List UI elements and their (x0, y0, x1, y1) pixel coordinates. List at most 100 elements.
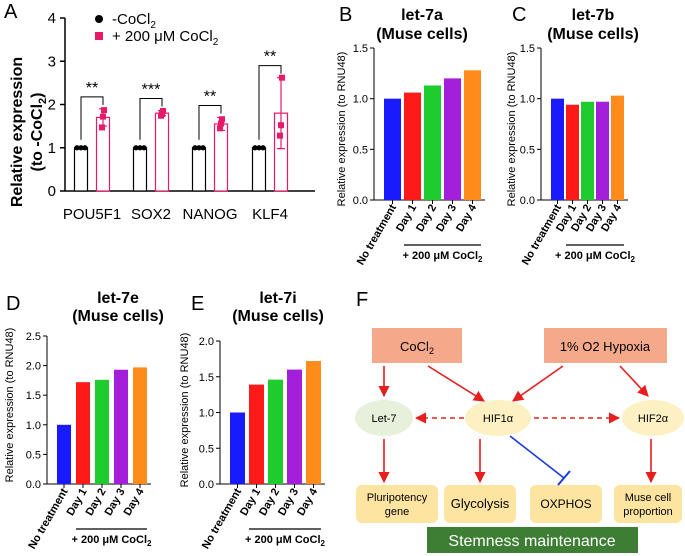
panel-b-title-line2: (Muse cells) (376, 26, 468, 43)
panel-a-point-cocl2 (217, 125, 223, 132)
panel-b-label: B (339, 4, 352, 26)
panel-a-point-cocl2 (279, 74, 285, 81)
panel-b-bracket-label: + 200 μM CoCl2 (403, 250, 484, 264)
panel-e-bar (249, 384, 264, 484)
panel-a-point-cocl2 (158, 112, 164, 119)
legend-marker-cocl2 (95, 32, 103, 40)
panel-c-title-line2: (Muse cells) (547, 26, 639, 43)
panel-e-category-label: Day 4 (295, 486, 321, 518)
cocl2-label: CoCl2 (400, 339, 434, 356)
panel-a-category-label: NANOG (182, 206, 237, 223)
panel-c-bar (581, 101, 594, 200)
panel-a-point-control (78, 145, 84, 151)
legend-label-control: -CoCl2 (112, 11, 156, 31)
hypoxia-label: 1% O2 Hypoxia (560, 339, 651, 354)
panel-b-category-label: Day 4 (454, 202, 480, 234)
panel-a-significance-bracket (258, 65, 282, 140)
panel-e-bar (306, 361, 321, 484)
panel-a-point-control (141, 145, 147, 151)
muse-label-line2: proportion (623, 506, 673, 518)
panel-a-point-cocl2 (278, 122, 284, 129)
panel-e-bracket-label: + 200 μM CoCl2 (245, 534, 326, 548)
panel-b-ytick-label: 1.5 (353, 43, 368, 55)
panel-d-title-line2: (Muse cells) (72, 308, 164, 325)
panel-e-ytick-label: 2.0 (199, 336, 214, 348)
panel-a-point-control (252, 145, 258, 151)
panel-d-ytick-label: 2.0 (26, 361, 41, 373)
hypoxia-box (544, 328, 667, 363)
panel-d-ytick-label: 0.0 (26, 479, 41, 491)
panel-a-ytick-label: 3 (48, 53, 56, 70)
cocl2-box (372, 328, 462, 363)
panel-c-bar (611, 95, 624, 200)
panel-c-ylabel: Relative expression (to RNU48) (506, 52, 518, 207)
panel-e-bar (230, 412, 245, 484)
let7-label: Let-7 (371, 413, 396, 425)
panel-d-ylabel: Relative expression (to RNU48) (4, 328, 16, 483)
panel-a-point-control (82, 145, 88, 151)
panel-a-category-label: KLF4 (252, 206, 288, 223)
panel-c-ytick-label: 1.0 (520, 94, 535, 106)
panel-d-bar (57, 424, 71, 484)
pluripotency-label-line2: gene (385, 506, 409, 518)
pluripotency-box (356, 485, 438, 523)
panel-e-label: E (191, 293, 204, 315)
pluripotency-label-line1: Pluripotency (367, 492, 428, 504)
legend-label-cocl2: + 200 μM CoCl2 (112, 28, 219, 48)
hif2a-oval (622, 400, 684, 436)
panel-a-point-control (256, 145, 262, 151)
panel-a-ylabel-line1: Relative expression (9, 57, 26, 207)
panel-a-point-cocl2 (219, 116, 225, 123)
panel-a-point-cocl2 (218, 120, 224, 127)
panel-a-legend: -CoCl2 + 200 μM CoCl2 (95, 11, 219, 48)
glycolysis-label: Glycolysis (451, 496, 510, 511)
panel-e-bar (287, 369, 302, 484)
panel-c-ytick-label: 0.0 (520, 195, 535, 207)
panel-b-bar (404, 92, 421, 200)
panel-a-significance-label: ** (204, 88, 216, 105)
panel-b-bar (424, 85, 441, 200)
let7-oval (355, 400, 413, 436)
panel-a-point-control (133, 145, 139, 151)
panel-a-ytick-label: 0 (48, 183, 56, 200)
panel-b-bar (384, 98, 401, 200)
panel-a-point-control (137, 145, 143, 151)
panel-d-category-label: Day 4 (122, 486, 148, 518)
panel-d-ytick-label: 1.5 (26, 390, 41, 402)
panel-a-point-control (260, 145, 266, 151)
panel-a-significance-bracket (198, 104, 222, 140)
panel-e-ytick-label: 1.5 (199, 372, 214, 384)
panel-d-ytick-label: 1.0 (26, 420, 41, 432)
panel-a-significance-bracket (80, 96, 104, 140)
legend-marker-control (95, 15, 103, 23)
panel-d-title-line1: let-7e (97, 290, 139, 307)
panel-f-diagram: F CoCl2 1% O2 Hypoxia Let-7 HIF1α HIF2α … (355, 289, 684, 553)
panel-a-bar-control (132, 147, 148, 192)
panel-a-category-label: SOX2 (131, 206, 171, 223)
oxphos-label: OXPHOS (540, 497, 591, 511)
hif1a-oval (465, 400, 531, 436)
panel-a-bar-control (251, 147, 267, 192)
panel-a-point-cocl2 (99, 124, 105, 131)
panel-c-ytick-label: 1.5 (520, 43, 535, 55)
panel-a-label: A (4, 1, 18, 23)
panel-b-ytick-label: 0.0 (353, 195, 368, 207)
panel-c-bar (566, 104, 579, 200)
panel-c-ytick-label: 0.5 (520, 144, 535, 156)
panel-a-point-control (196, 145, 202, 151)
muse-label-line1: Muse cell (625, 492, 671, 504)
panel-a-point-control (74, 145, 80, 151)
panel-a-category-label: POU5F1 (63, 206, 121, 223)
panel-a-bar-cocl2 (154, 112, 170, 192)
hif1a-label: HIF1α (483, 413, 514, 425)
panel-c: C let-7b (Muse cells) Relative expressio… (506, 4, 639, 267)
arrow-cocl2-to-hif1a (427, 365, 485, 402)
panel-a-point-cocl2 (100, 113, 106, 120)
panel-e-ytick-label: 0.0 (199, 479, 214, 491)
panel-d: D let-7e (Muse cells) Relative expressio… (4, 290, 164, 551)
panel-e-ytick-label: 1.0 (199, 408, 214, 420)
